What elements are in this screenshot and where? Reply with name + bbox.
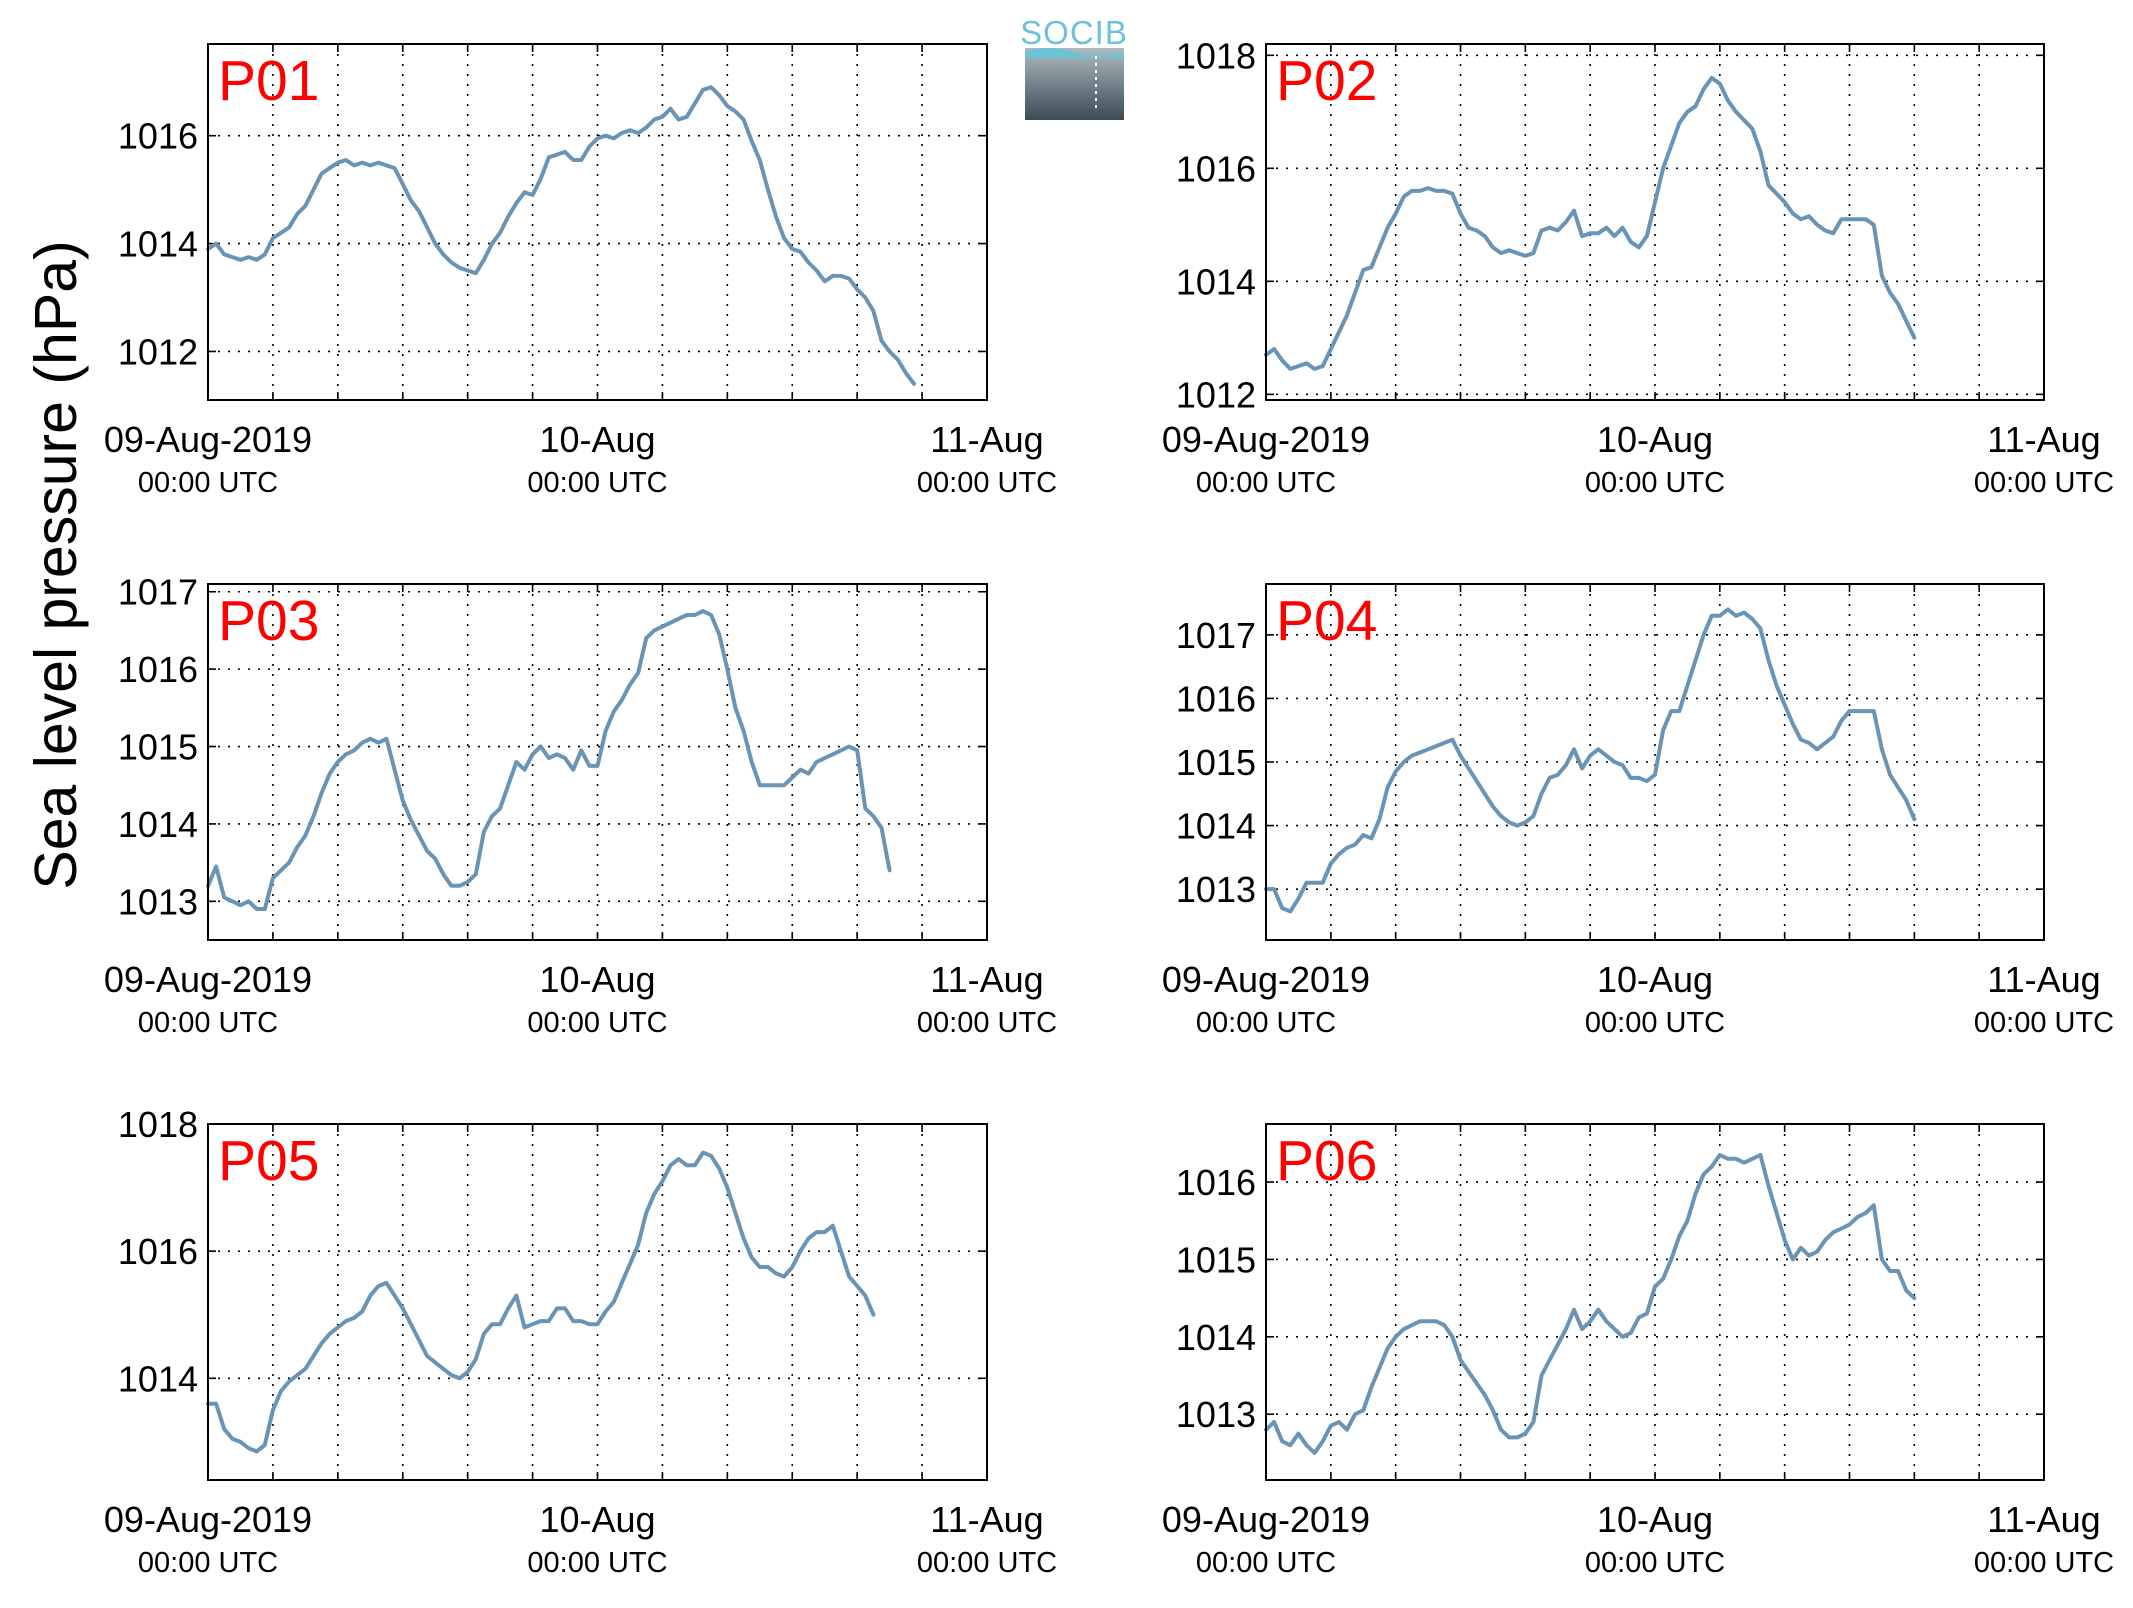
x-tick-label-time: 00:00 UTC xyxy=(917,467,1057,499)
panel-label: P02 xyxy=(1276,49,1377,113)
x-tick-label-time: 00:00 UTC xyxy=(527,1007,667,1039)
y-tick-label: 1015 xyxy=(1176,1239,1256,1280)
x-tick-label-time: 00:00 UTC xyxy=(1585,1547,1725,1579)
panel-label: P05 xyxy=(218,1129,319,1193)
axes-frame xyxy=(1265,583,2045,941)
x-tick-label-date: 09-Aug-2019 xyxy=(104,419,312,460)
y-axis-label: Sea level pressure (hPa) xyxy=(23,240,89,889)
y-tick-label: 1014 xyxy=(1176,261,1256,302)
y-tick-label: 1014 xyxy=(118,1358,198,1399)
y-tick-label: 1015 xyxy=(118,727,198,768)
x-tick-label-time: 00:00 UTC xyxy=(1974,1007,2114,1039)
x-tick-label-date: 11-Aug xyxy=(930,419,1043,460)
panel-label: P04 xyxy=(1276,589,1377,653)
x-tick-label-time: 00:00 UTC xyxy=(1585,467,1725,499)
x-tick-label-time: 00:00 UTC xyxy=(1196,467,1336,499)
y-tick-label: 1014 xyxy=(118,224,198,265)
panel-p06: 1013 1014 1015 1016 09-Aug-2019 00:00 UTC 10-A… xyxy=(1162,1123,2114,1579)
y-tick-label: 1013 xyxy=(118,881,198,922)
x-tick-label-date: 09-Aug-2019 xyxy=(1162,959,1370,1000)
series-line-p03 xyxy=(206,609,892,911)
y-tick-label: 1013 xyxy=(1176,869,1256,910)
plot-area xyxy=(208,1124,987,1480)
panel-p04: 1013 1014 1015 1016 1017 09-Aug-2019 00:00 UTC… xyxy=(1162,583,2114,1039)
axes-frame xyxy=(207,1123,988,1481)
x-tick-label-time: 00:00 UTC xyxy=(1974,1547,2114,1579)
panel-p03: 1013 1014 1015 1016 1017 09-Aug-2019 00:00 UTC… xyxy=(104,572,1057,1039)
x-tick-label-time: 00:00 UTC xyxy=(138,1007,278,1039)
x-tick-label-time: 00:00 UTC xyxy=(527,1547,667,1579)
y-tick-label: 1016 xyxy=(118,1231,198,1272)
axes-frame xyxy=(1265,43,2045,401)
y-tick-label: 1018 xyxy=(118,1104,198,1145)
x-tick-label-date: 11-Aug xyxy=(930,1499,1043,1540)
panel-p02: 1012 1014 1016 1018 09-Aug-2019 00:00 UTC 10-A… xyxy=(1162,35,2114,499)
y-tick-label: 1014 xyxy=(1176,1317,1256,1358)
series-line-p04 xyxy=(1264,607,1917,914)
x-tick-label-time: 00:00 UTC xyxy=(1196,1547,1336,1579)
panels: 1012 1014 1016 09-Aug-2019 00:00 UTC 10-Aug 00… xyxy=(104,35,2114,1579)
x-tick-label-date: 11-Aug xyxy=(1987,419,2100,460)
x-tick-label-time: 00:00 UTC xyxy=(1585,1007,1725,1039)
panel-label: P01 xyxy=(218,49,319,113)
panel-label: P06 xyxy=(1276,1129,1377,1193)
x-tick-label-date: 10-Aug xyxy=(539,419,655,460)
y-tick-label: 1012 xyxy=(118,331,198,372)
x-tick-label-date: 10-Aug xyxy=(539,1499,655,1540)
panel-p05: 1014 1016 1018 09-Aug-2019 00:00 UTC 10-Aug 00… xyxy=(104,1104,1057,1579)
plot-area xyxy=(1266,44,2044,400)
x-tick-label-time: 00:00 UTC xyxy=(138,1547,278,1579)
y-tick-label: 1014 xyxy=(118,804,198,845)
x-tick-label-time: 00:00 UTC xyxy=(527,467,667,499)
y-tick-label: 1017 xyxy=(118,572,198,613)
axes-frame xyxy=(207,43,988,401)
y-tick-label: 1017 xyxy=(1176,615,1256,656)
y-tick-label: 1016 xyxy=(118,116,198,157)
plot-area xyxy=(208,44,987,400)
x-tick-label-time: 00:00 UTC xyxy=(917,1547,1057,1579)
plot-area xyxy=(1266,584,2044,940)
y-tick-label: 1014 xyxy=(1176,806,1256,847)
logo-wave xyxy=(1025,48,1124,58)
x-tick-label-date: 11-Aug xyxy=(1987,1499,2100,1540)
x-tick-label-date: 09-Aug-2019 xyxy=(104,959,312,1000)
y-tick-label: 1013 xyxy=(1176,1394,1256,1435)
series-line-p02 xyxy=(1264,75,1917,371)
x-tick-label-time: 00:00 UTC xyxy=(1196,1007,1336,1039)
plot-area xyxy=(1266,1124,2044,1480)
y-tick-label: 1016 xyxy=(1176,1162,1256,1203)
x-tick-label-date: 10-Aug xyxy=(1597,1499,1713,1540)
logo-text: SOCIB xyxy=(1020,14,1128,51)
y-tick-label: 1016 xyxy=(1176,148,1256,189)
x-tick-label-time: 00:00 UTC xyxy=(138,467,278,499)
axes-frame xyxy=(207,583,988,941)
panel-p01: 1012 1014 1016 09-Aug-2019 00:00 UTC 10-Aug 00… xyxy=(104,43,1057,499)
x-tick-label-date: 11-Aug xyxy=(1987,959,2100,1000)
x-tick-label-date: 09-Aug-2019 xyxy=(1162,419,1370,460)
x-tick-label-date: 09-Aug-2019 xyxy=(104,1499,312,1540)
y-tick-label: 1015 xyxy=(1176,742,1256,783)
x-tick-label-time: 00:00 UTC xyxy=(917,1007,1057,1039)
series-line-p01 xyxy=(206,85,916,386)
y-tick-label: 1016 xyxy=(1176,678,1256,719)
x-tick-label-time: 00:00 UTC xyxy=(1974,467,2114,499)
x-tick-label-date: 11-Aug xyxy=(930,959,1043,1000)
y-tick-label: 1016 xyxy=(118,649,198,690)
logo-band xyxy=(1025,48,1124,120)
x-tick-label-date: 10-Aug xyxy=(1597,419,1713,460)
socib-logo: SOCIB xyxy=(1020,14,1128,120)
panel-label: P03 xyxy=(218,589,319,653)
y-tick-label: 1012 xyxy=(1176,374,1256,415)
series-line-p06 xyxy=(1264,1153,1917,1455)
axes-frame xyxy=(1265,1123,2045,1481)
x-tick-label-date: 10-Aug xyxy=(1597,959,1713,1000)
x-tick-label-date: 09-Aug-2019 xyxy=(1162,1499,1370,1540)
x-tick-label-date: 10-Aug xyxy=(539,959,655,1000)
series-line-p05 xyxy=(206,1150,876,1454)
y-tick-label: 1018 xyxy=(1176,35,1256,76)
